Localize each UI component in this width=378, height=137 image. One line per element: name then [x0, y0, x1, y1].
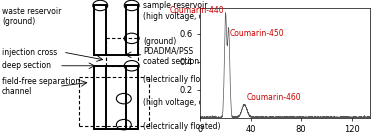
Text: Coumarin-460: Coumarin-460: [247, 93, 302, 102]
Text: Coumarin-440: Coumarin-440: [170, 6, 224, 15]
Text: (high voltage, φ₀): (high voltage, φ₀): [144, 98, 211, 107]
Text: (electrically floated): (electrically floated): [144, 122, 221, 131]
Text: deep section: deep section: [2, 61, 51, 70]
Text: field-free separation
channel: field-free separation channel: [2, 77, 80, 96]
Text: injection cross: injection cross: [2, 48, 57, 57]
Text: waste reservoir
(ground): waste reservoir (ground): [2, 7, 61, 26]
Text: (ground): (ground): [144, 37, 177, 46]
Text: PDADMA/PSS
coated section: PDADMA/PSS coated section: [144, 46, 200, 66]
Text: (electrically floated): (electrically floated): [144, 75, 221, 84]
Text: Coumarin-450: Coumarin-450: [229, 29, 284, 38]
Text: sample reservoir
(high voltage, φ₁): sample reservoir (high voltage, φ₁): [144, 1, 210, 21]
